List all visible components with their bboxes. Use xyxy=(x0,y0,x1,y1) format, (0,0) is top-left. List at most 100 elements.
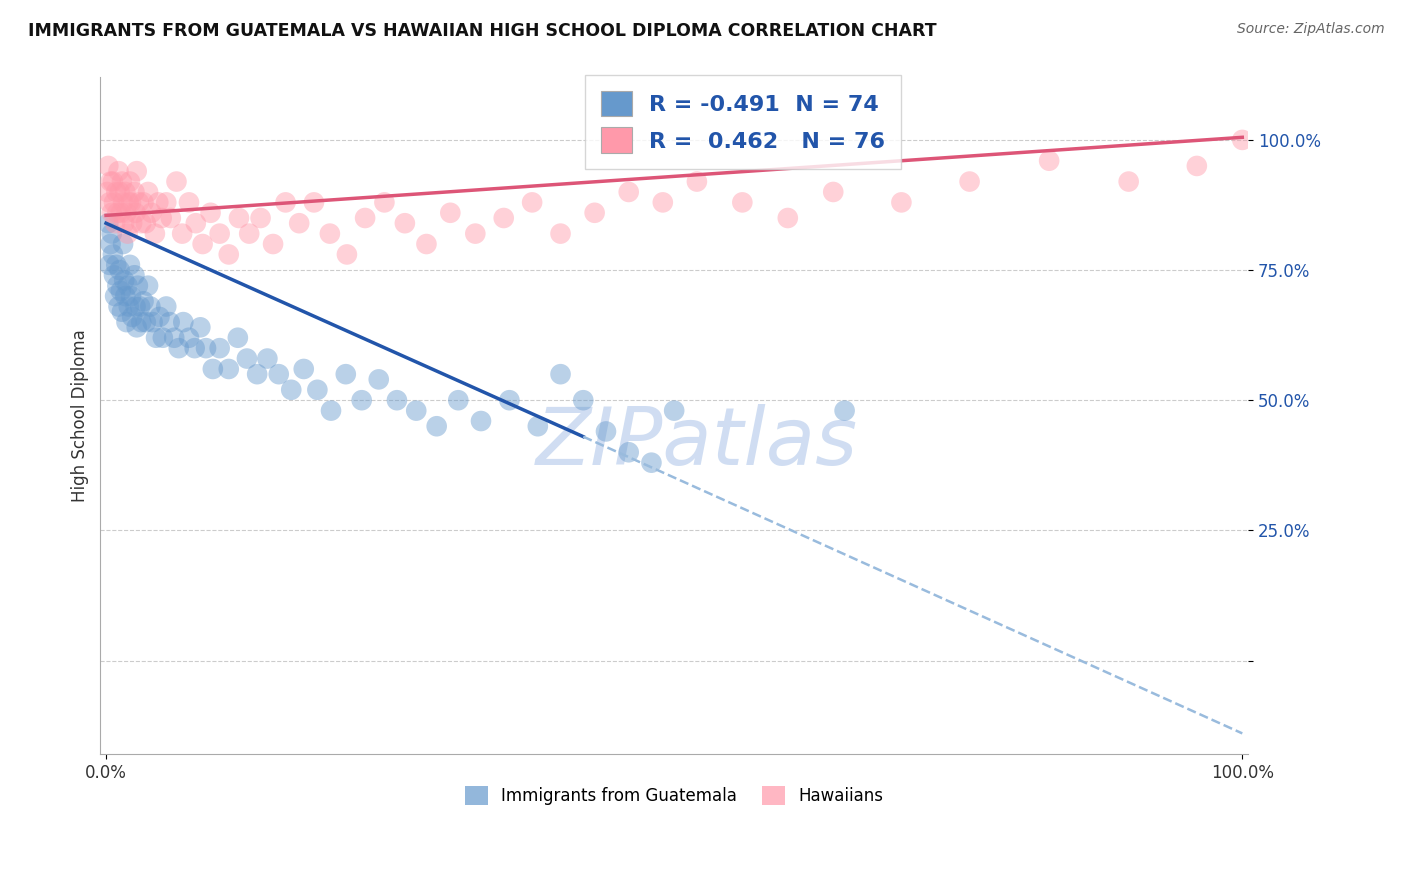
Point xyxy=(112,237,135,252)
Point xyxy=(118,175,141,189)
Point xyxy=(105,185,128,199)
Point xyxy=(163,331,186,345)
Point xyxy=(439,206,461,220)
Point xyxy=(117,227,139,241)
Point xyxy=(492,211,515,225)
Point xyxy=(112,216,135,230)
Point xyxy=(105,278,128,293)
Point xyxy=(183,341,205,355)
Point xyxy=(107,164,129,178)
Text: ZIPatlas: ZIPatlas xyxy=(536,404,858,482)
Point xyxy=(550,367,572,381)
Point xyxy=(117,278,139,293)
Point xyxy=(662,403,685,417)
Point xyxy=(405,403,427,417)
Point xyxy=(319,403,342,417)
Point xyxy=(228,211,250,225)
Point xyxy=(218,362,240,376)
Point xyxy=(319,227,342,241)
Point xyxy=(142,315,165,329)
Point xyxy=(335,367,357,381)
Point xyxy=(686,175,709,189)
Point xyxy=(148,195,170,210)
Point xyxy=(97,159,120,173)
Point xyxy=(280,383,302,397)
Point xyxy=(595,425,617,439)
Point xyxy=(103,268,125,283)
Point xyxy=(550,227,572,241)
Point xyxy=(132,195,155,210)
Point xyxy=(834,403,856,417)
Point xyxy=(150,211,173,225)
Point xyxy=(124,185,146,199)
Point xyxy=(776,211,799,225)
Point xyxy=(191,237,214,252)
Point xyxy=(177,195,200,210)
Point xyxy=(302,195,325,210)
Point xyxy=(1118,175,1140,189)
Point xyxy=(127,278,149,293)
Point xyxy=(195,341,218,355)
Point xyxy=(114,289,136,303)
Point xyxy=(208,227,231,241)
Point xyxy=(249,211,271,225)
Point xyxy=(256,351,278,366)
Point xyxy=(124,268,146,283)
Point xyxy=(470,414,492,428)
Point xyxy=(159,315,181,329)
Point xyxy=(155,195,177,210)
Legend: Immigrants from Guatemala, Hawaiians: Immigrants from Guatemala, Hawaiians xyxy=(456,778,891,814)
Point xyxy=(274,195,297,210)
Point xyxy=(218,247,240,261)
Point xyxy=(617,445,640,459)
Point xyxy=(267,367,290,381)
Point xyxy=(105,258,128,272)
Point xyxy=(121,310,143,324)
Point xyxy=(167,341,190,355)
Point xyxy=(136,278,159,293)
Point xyxy=(98,258,121,272)
Point xyxy=(226,331,249,345)
Point xyxy=(959,175,981,189)
Point xyxy=(731,195,754,210)
Point xyxy=(115,206,138,220)
Point xyxy=(98,195,121,210)
Point xyxy=(135,216,157,230)
Point xyxy=(172,227,194,241)
Point xyxy=(572,393,595,408)
Point xyxy=(385,393,408,408)
Point xyxy=(118,300,141,314)
Point xyxy=(128,195,150,210)
Point xyxy=(651,195,673,210)
Point xyxy=(100,206,122,220)
Point xyxy=(105,206,128,220)
Point xyxy=(152,331,174,345)
Point xyxy=(890,195,912,210)
Point xyxy=(118,195,141,210)
Point xyxy=(112,273,135,287)
Point xyxy=(498,393,520,408)
Point xyxy=(135,315,157,329)
Point xyxy=(120,195,142,210)
Point xyxy=(262,237,284,252)
Point xyxy=(288,216,311,230)
Point xyxy=(246,367,269,381)
Point xyxy=(236,351,259,366)
Point xyxy=(823,185,845,199)
Point xyxy=(136,185,159,199)
Point xyxy=(177,331,200,345)
Point xyxy=(354,211,377,225)
Point xyxy=(143,227,166,241)
Point xyxy=(129,300,152,314)
Point xyxy=(115,315,138,329)
Point xyxy=(103,195,125,210)
Point xyxy=(617,185,640,199)
Point xyxy=(125,164,148,178)
Point xyxy=(139,300,162,314)
Point xyxy=(336,247,359,261)
Point xyxy=(108,185,131,199)
Point xyxy=(1232,133,1254,147)
Point xyxy=(101,247,124,261)
Point xyxy=(112,195,135,210)
Point xyxy=(101,175,124,189)
